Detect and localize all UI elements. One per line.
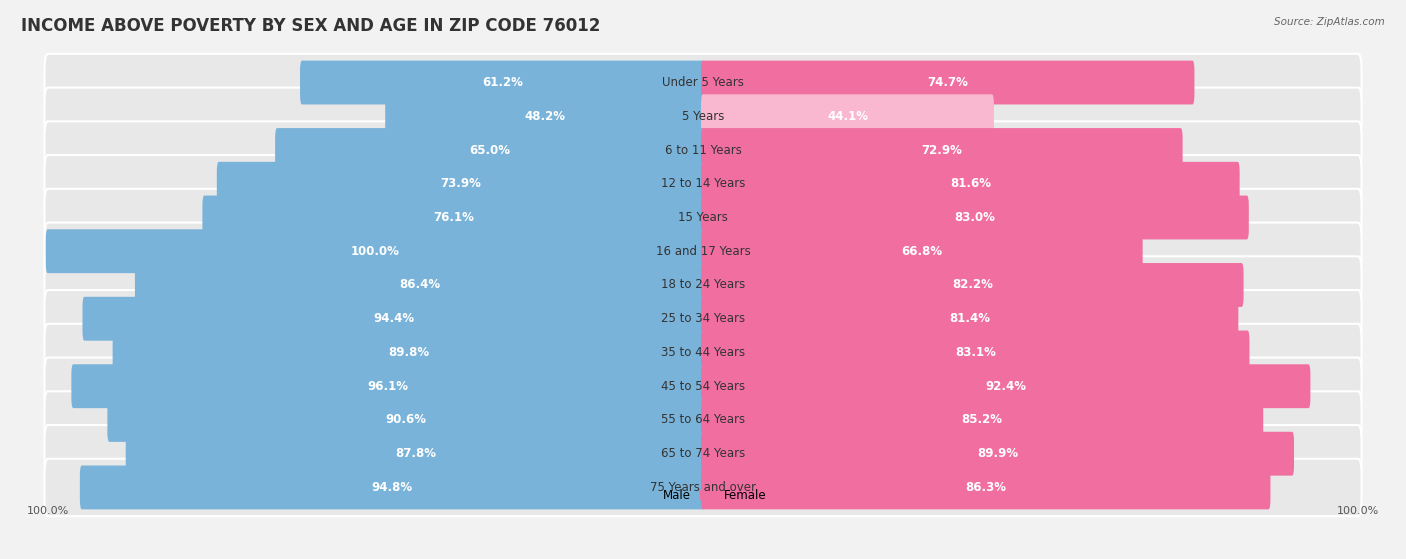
- FancyBboxPatch shape: [702, 196, 1249, 239]
- Text: 74.7%: 74.7%: [928, 76, 969, 89]
- Text: 72.9%: 72.9%: [921, 144, 962, 157]
- Text: 83.0%: 83.0%: [955, 211, 995, 224]
- FancyBboxPatch shape: [202, 196, 704, 239]
- FancyBboxPatch shape: [702, 330, 1250, 375]
- Text: 96.1%: 96.1%: [367, 380, 409, 393]
- Text: Under 5 Years: Under 5 Years: [662, 76, 744, 89]
- Text: 94.8%: 94.8%: [371, 481, 413, 494]
- FancyBboxPatch shape: [702, 297, 1239, 340]
- Text: 35 to 44 Years: 35 to 44 Years: [661, 346, 745, 359]
- Text: 65.0%: 65.0%: [470, 144, 510, 157]
- Text: 94.4%: 94.4%: [373, 312, 415, 325]
- Text: Source: ZipAtlas.com: Source: ZipAtlas.com: [1274, 17, 1385, 27]
- FancyBboxPatch shape: [46, 229, 704, 273]
- Text: 76.1%: 76.1%: [433, 211, 474, 224]
- FancyBboxPatch shape: [45, 121, 1361, 179]
- FancyBboxPatch shape: [45, 358, 1361, 415]
- FancyBboxPatch shape: [702, 229, 1143, 273]
- Text: 48.2%: 48.2%: [524, 110, 565, 123]
- FancyBboxPatch shape: [72, 364, 704, 408]
- Text: 73.9%: 73.9%: [440, 177, 481, 190]
- Text: 25 to 34 Years: 25 to 34 Years: [661, 312, 745, 325]
- Text: 6 to 11 Years: 6 to 11 Years: [665, 144, 741, 157]
- Text: 45 to 54 Years: 45 to 54 Years: [661, 380, 745, 393]
- FancyBboxPatch shape: [702, 162, 1240, 206]
- FancyBboxPatch shape: [702, 432, 1294, 476]
- FancyBboxPatch shape: [45, 155, 1361, 212]
- FancyBboxPatch shape: [702, 263, 1243, 307]
- Text: 86.4%: 86.4%: [399, 278, 440, 291]
- Text: 75 Years and over: 75 Years and over: [650, 481, 756, 494]
- Text: 89.8%: 89.8%: [388, 346, 429, 359]
- Text: 5 Years: 5 Years: [682, 110, 724, 123]
- Text: 89.9%: 89.9%: [977, 447, 1018, 460]
- Text: 82.2%: 82.2%: [952, 278, 993, 291]
- Text: 81.4%: 81.4%: [949, 312, 990, 325]
- FancyBboxPatch shape: [45, 256, 1361, 314]
- Text: 100.0%: 100.0%: [1337, 506, 1379, 516]
- FancyBboxPatch shape: [125, 432, 704, 476]
- FancyBboxPatch shape: [45, 459, 1361, 516]
- Text: 55 to 64 Years: 55 to 64 Years: [661, 414, 745, 427]
- Legend: Male, Female: Male, Female: [634, 484, 772, 506]
- FancyBboxPatch shape: [45, 54, 1361, 111]
- FancyBboxPatch shape: [702, 364, 1310, 408]
- Text: 92.4%: 92.4%: [986, 380, 1026, 393]
- Text: 15 Years: 15 Years: [678, 211, 728, 224]
- FancyBboxPatch shape: [385, 94, 704, 138]
- FancyBboxPatch shape: [45, 189, 1361, 246]
- FancyBboxPatch shape: [45, 88, 1361, 145]
- FancyBboxPatch shape: [702, 128, 1182, 172]
- FancyBboxPatch shape: [702, 60, 1195, 105]
- FancyBboxPatch shape: [45, 222, 1361, 280]
- FancyBboxPatch shape: [45, 391, 1361, 449]
- Text: 12 to 14 Years: 12 to 14 Years: [661, 177, 745, 190]
- Text: 90.6%: 90.6%: [385, 414, 426, 427]
- Text: 81.6%: 81.6%: [950, 177, 991, 190]
- FancyBboxPatch shape: [702, 398, 1263, 442]
- Text: 66.8%: 66.8%: [901, 245, 942, 258]
- FancyBboxPatch shape: [702, 466, 1271, 509]
- FancyBboxPatch shape: [45, 425, 1361, 482]
- Text: 100.0%: 100.0%: [27, 506, 69, 516]
- Text: 85.2%: 85.2%: [962, 414, 1002, 427]
- Text: 87.8%: 87.8%: [395, 447, 436, 460]
- Text: 18 to 24 Years: 18 to 24 Years: [661, 278, 745, 291]
- FancyBboxPatch shape: [112, 330, 704, 375]
- FancyBboxPatch shape: [299, 60, 704, 105]
- Text: 100.0%: 100.0%: [352, 245, 399, 258]
- Text: 83.1%: 83.1%: [955, 346, 995, 359]
- FancyBboxPatch shape: [107, 398, 704, 442]
- Text: 65 to 74 Years: 65 to 74 Years: [661, 447, 745, 460]
- Text: 44.1%: 44.1%: [827, 110, 868, 123]
- Text: 16 and 17 Years: 16 and 17 Years: [655, 245, 751, 258]
- FancyBboxPatch shape: [80, 466, 704, 509]
- FancyBboxPatch shape: [276, 128, 704, 172]
- Text: 61.2%: 61.2%: [482, 76, 523, 89]
- Text: 86.3%: 86.3%: [966, 481, 1007, 494]
- FancyBboxPatch shape: [135, 263, 704, 307]
- FancyBboxPatch shape: [702, 94, 994, 138]
- FancyBboxPatch shape: [217, 162, 704, 206]
- Text: INCOME ABOVE POVERTY BY SEX AND AGE IN ZIP CODE 76012: INCOME ABOVE POVERTY BY SEX AND AGE IN Z…: [21, 17, 600, 35]
- FancyBboxPatch shape: [45, 324, 1361, 381]
- FancyBboxPatch shape: [83, 297, 704, 340]
- FancyBboxPatch shape: [45, 290, 1361, 347]
